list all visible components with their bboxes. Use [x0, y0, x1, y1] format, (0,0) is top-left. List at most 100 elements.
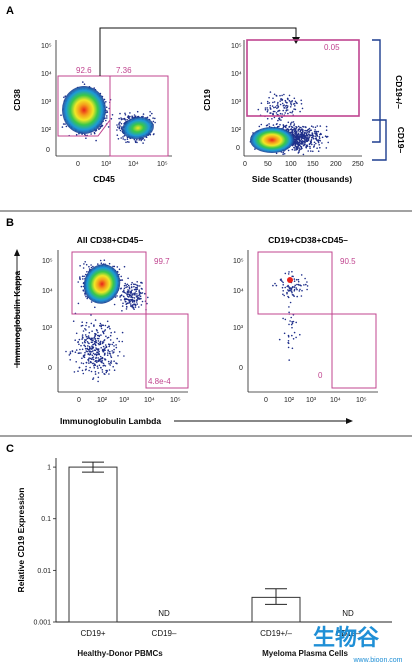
event-dot — [274, 110, 276, 113]
event-dot — [103, 330, 106, 332]
c-category-label: CD19+/– — [260, 629, 292, 638]
event-dot — [289, 101, 292, 103]
event-dot — [118, 351, 121, 353]
event-dot — [105, 106, 108, 109]
event-dot — [90, 133, 92, 135]
event-dot — [119, 129, 122, 132]
event-dot — [291, 110, 294, 113]
event-dot — [293, 123, 296, 125]
event-dot — [293, 108, 295, 110]
event-dot — [149, 111, 151, 113]
event-dot — [82, 267, 85, 269]
event-dot — [82, 372, 85, 375]
event-dot — [128, 300, 130, 302]
event-dot — [295, 148, 298, 151]
event-dot — [75, 361, 77, 363]
event-dot — [289, 111, 292, 114]
event-dot — [106, 110, 108, 112]
event-dot — [313, 141, 316, 144]
event-dot — [93, 367, 96, 369]
event-dot — [80, 352, 82, 354]
event-dot — [99, 342, 102, 345]
c-ylabel: Relative CD19 Expression — [16, 488, 26, 593]
event-dot — [285, 109, 288, 111]
event-dot — [102, 341, 105, 343]
event-dot — [118, 123, 120, 126]
event-dot — [103, 353, 106, 355]
event-dot — [264, 108, 267, 111]
event-dot — [108, 262, 111, 265]
event-dot — [300, 137, 303, 139]
event-dot — [127, 284, 130, 287]
event-dot — [293, 288, 296, 291]
event-dot — [112, 365, 114, 368]
event-dot — [295, 287, 298, 289]
event-dot — [300, 145, 302, 148]
event-dot — [310, 137, 313, 139]
event-dot — [276, 113, 279, 116]
event-dot — [87, 345, 89, 347]
c-ytick-label: 0.01 — [37, 568, 51, 575]
b-left-xtick-1e5: 10⁵ — [170, 397, 181, 404]
event-dot — [64, 95, 67, 97]
event-dot — [120, 137, 122, 139]
event-dot — [287, 290, 290, 292]
event-dot — [131, 301, 134, 303]
event-dot — [305, 138, 308, 141]
event-dot — [287, 336, 290, 338]
event-dot — [97, 357, 99, 359]
event-dot — [85, 361, 88, 364]
event-dot — [286, 102, 288, 104]
event-dot — [81, 336, 84, 338]
event-dot — [92, 339, 94, 341]
event-dot — [133, 308, 135, 311]
event-dot — [308, 136, 310, 138]
event-dot — [295, 278, 298, 281]
event-dot — [307, 137, 309, 140]
event-dot — [290, 122, 292, 125]
c-nd-label: ND — [342, 609, 354, 618]
b-left-ytick-0: 0 — [48, 365, 52, 372]
event-dot — [278, 109, 280, 112]
event-dot — [82, 289, 85, 292]
event-dot — [108, 362, 110, 365]
event-dot — [104, 347, 106, 349]
event-dot — [61, 126, 64, 128]
a-left-xtick-0: 0 — [76, 161, 80, 168]
event-dot — [101, 124, 103, 126]
kappa-gate — [71, 251, 147, 315]
event-dot — [293, 280, 296, 283]
event-dot — [135, 288, 137, 291]
a-right-xtick-200: 200 — [330, 161, 342, 168]
event-dot — [88, 369, 90, 372]
event-dot — [96, 334, 99, 337]
event-dot — [117, 138, 120, 140]
event-dot — [318, 137, 321, 139]
event-dot — [121, 118, 123, 120]
event-dot — [107, 126, 110, 128]
event-dot — [291, 291, 293, 294]
event-dot — [291, 100, 294, 102]
density-core-cd45neg — [62, 86, 106, 134]
event-dot — [123, 135, 126, 137]
event-dot — [136, 286, 138, 289]
event-dot — [309, 147, 311, 150]
event-dot — [106, 354, 109, 357]
event-dot — [298, 128, 301, 130]
event-dot — [295, 128, 297, 130]
event-dot — [134, 140, 137, 142]
event-dot — [295, 133, 298, 135]
c-ytick-label: 0.001 — [33, 620, 51, 627]
event-dot — [140, 304, 143, 306]
density-core-cd45pos — [122, 116, 154, 140]
bioon-watermark: 生物谷 www.bioon.com — [313, 625, 403, 664]
event-dot — [152, 120, 155, 123]
event-dot — [94, 319, 97, 321]
event-dot — [125, 300, 127, 303]
event-dot — [69, 359, 71, 361]
event-dot — [135, 290, 137, 293]
event-dot — [133, 288, 136, 291]
event-dot — [130, 295, 133, 298]
event-dot — [291, 270, 293, 273]
event-dot — [113, 303, 116, 306]
